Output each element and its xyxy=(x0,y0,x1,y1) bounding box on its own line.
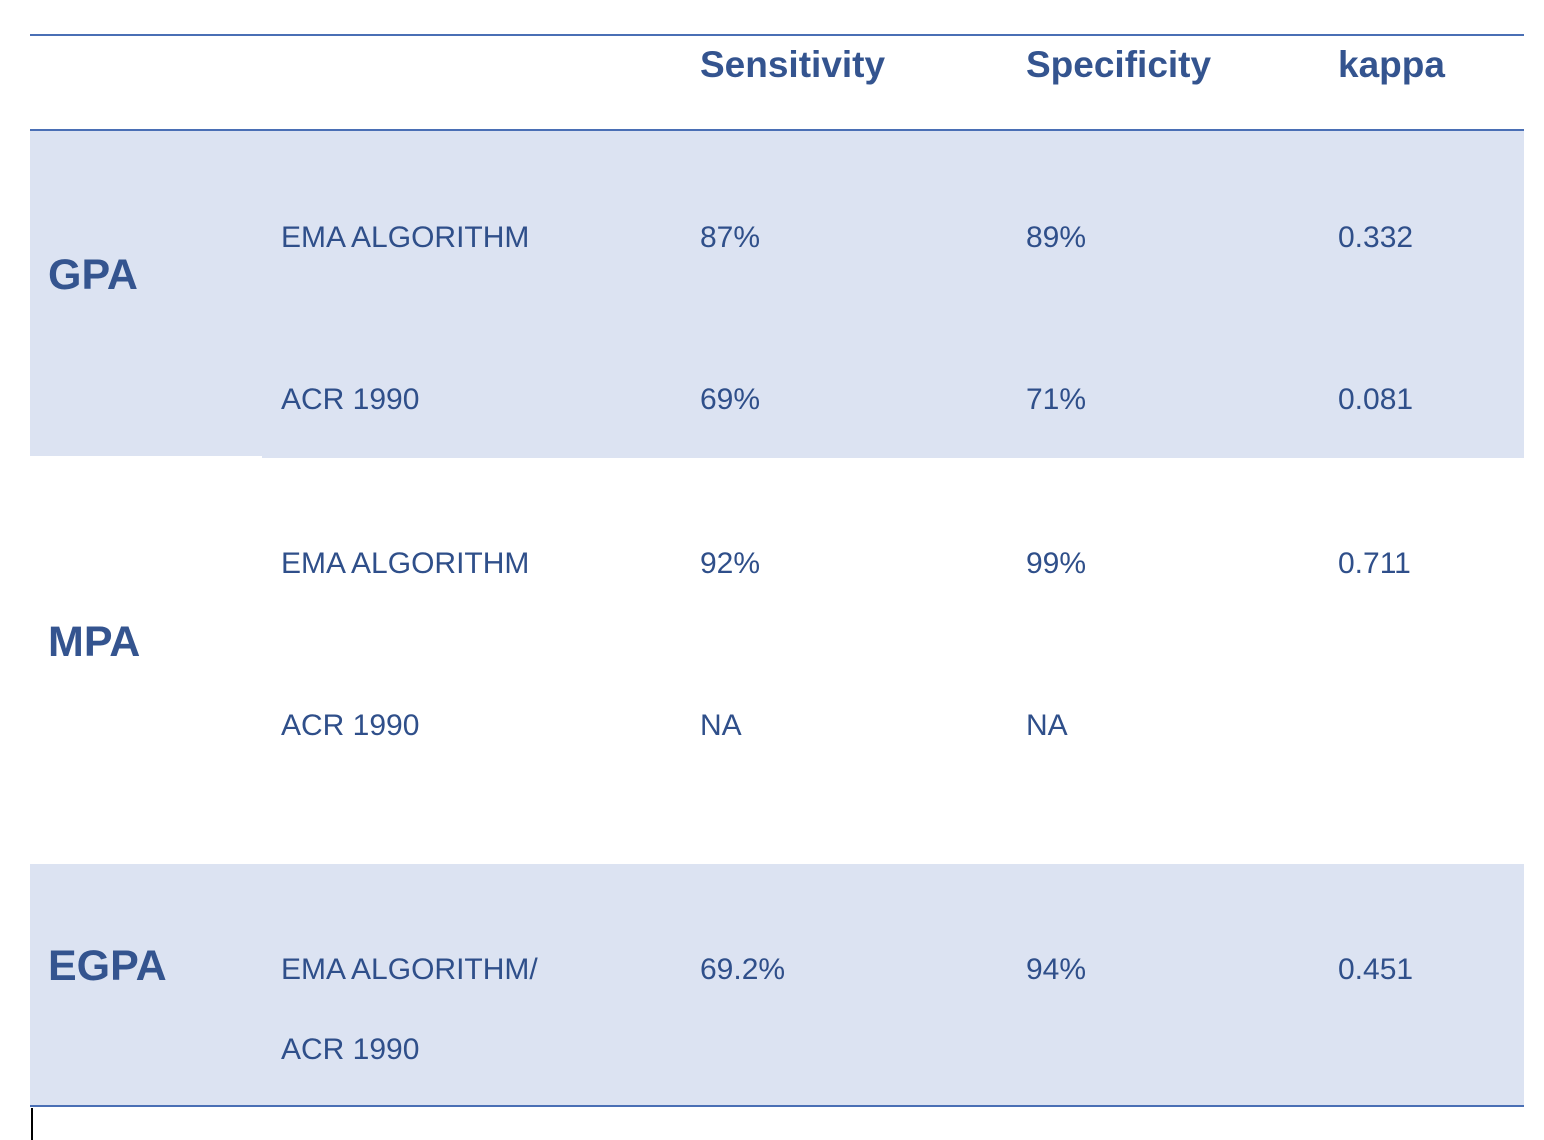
mpa-row1-method: EMA ALGORITHM xyxy=(281,547,530,580)
text-cursor xyxy=(31,1108,33,1140)
header-sensitivity: Sensitivity xyxy=(700,44,886,85)
bottom-rule xyxy=(30,1105,1524,1107)
mpa-row2-specificity: NA xyxy=(1026,709,1068,742)
gpa-row2-specificity: 71% xyxy=(1026,383,1087,416)
mpa-row1-sensitivity: 92% xyxy=(700,547,761,580)
egpa-row1-method: EMA ALGORITHM/ xyxy=(281,953,538,986)
mpa-row2-method: ACR 1990 xyxy=(281,709,420,742)
top-rule xyxy=(30,34,1524,36)
mpa-row1-specificity: 99% xyxy=(1026,547,1087,580)
header-kappa: kappa xyxy=(1338,44,1445,85)
group-label-mpa: MPA xyxy=(48,618,141,666)
gpa-row2-method: ACR 1990 xyxy=(281,383,420,416)
gpa-band xyxy=(30,131,1524,456)
gpa-row2-sensitivity: 69% xyxy=(700,383,761,416)
egpa-band xyxy=(30,864,1524,1106)
gpa-row1-kappa: 0.332 xyxy=(1338,221,1414,254)
group-label-egpa: EGPA xyxy=(48,942,167,990)
gpa-row1-specificity: 89% xyxy=(1026,221,1087,254)
egpa-row1-sensitivity: 69.2% xyxy=(700,953,786,986)
header-rule xyxy=(30,129,1524,131)
mpa-row2-sensitivity: NA xyxy=(700,709,742,742)
egpa-row1-method-line2: ACR 1990 xyxy=(281,1033,420,1066)
egpa-row1-specificity: 94% xyxy=(1026,953,1087,986)
gpa-row1-sensitivity: 87% xyxy=(700,221,761,254)
mpa-row1-kappa: 0.711 xyxy=(1338,547,1411,580)
header-specificity: Specificity xyxy=(1026,44,1212,85)
egpa-row1-kappa: 0.451 xyxy=(1338,953,1414,986)
group-label-gpa: GPA xyxy=(48,251,138,299)
gpa-row2-kappa: 0.081 xyxy=(1338,383,1414,416)
gpa-row1-method: EMA ALGORITHM xyxy=(281,221,530,254)
gpa-band-tail xyxy=(262,456,1524,458)
